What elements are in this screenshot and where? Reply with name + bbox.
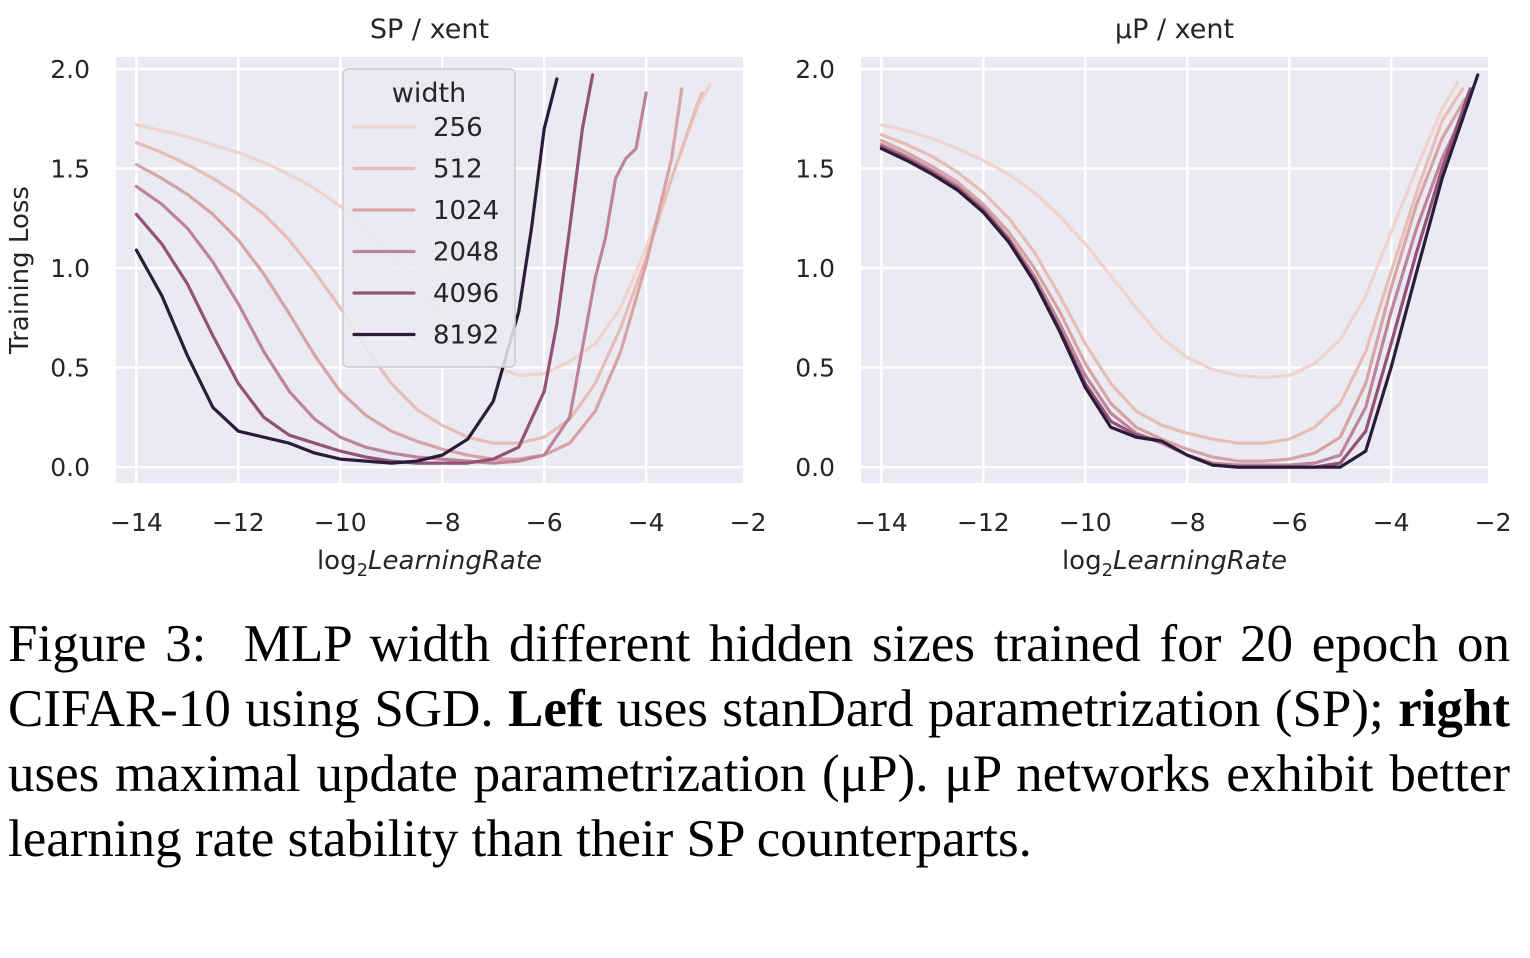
left-y-tick-label: 1.5 — [50, 154, 90, 183]
left-x-tick-label: −6 — [526, 508, 563, 537]
legend-label-512: 512 — [433, 155, 483, 185]
legend-title: width — [392, 78, 466, 109]
right-x-tick-label: −10 — [1059, 508, 1112, 537]
right-x-axis-label: log2LearningRate — [1062, 546, 1287, 581]
right-tick-labels: −14 −12 −10 −8 −6 −4 −2 0.0 0.5 1.0 1.5 2.0 — [795, 55, 1511, 537]
right-x-tick-label: −4 — [1373, 508, 1410, 537]
figure-panels: −14 −12 −10 −8 −6 −4 −2 0.0 0.5 1.0 1.5 2.0 SP / xe… — [5, 14, 1512, 581]
right-x-tick-label: −12 — [957, 508, 1010, 537]
left-x-tick-label: −14 — [110, 508, 163, 537]
right-series-line-512 — [879, 87, 1465, 445]
left-x-tick-label: −12 — [212, 508, 265, 537]
right-y-tick-label: 2.0 — [795, 55, 835, 84]
right-x-tick-label: −6 — [1271, 508, 1308, 537]
legend-label-1024: 1024 — [433, 196, 499, 226]
right-series-line-256 — [879, 81, 1459, 380]
left-x-axis-label-log: log — [317, 546, 357, 576]
legend-items: 256 512 1024 2048 4096 8192 — [352, 113, 499, 351]
left-chart-panel: −14 −12 −10 −8 −6 −4 −2 0.0 0.5 1.0 1.5 2.0 SP / xe… — [5, 14, 767, 581]
caption-bold-right: right — [1398, 680, 1511, 738]
legend-label-8192: 8192 — [433, 321, 499, 351]
left-x-axis-label: log2LearningRate — [317, 546, 542, 581]
left-series-line-8192 — [134, 77, 559, 465]
right-series-line-8192 — [879, 73, 1480, 469]
right-series-line-1024 — [879, 97, 1467, 463]
legend: width 256 512 1024 2048 4096 8192 — [342, 68, 516, 368]
right-grid — [861, 57, 1488, 483]
left-x-axis-label-base: 2 — [357, 560, 368, 581]
right-x-tick-label: −14 — [855, 508, 908, 537]
caption-text-1: MLP width different hidden sizes trained… — [8, 615, 1511, 738]
left-chart-title: SP / xent — [370, 14, 489, 45]
right-y-tick-label: 0.0 — [795, 453, 835, 482]
right-x-tick-label: −8 — [1169, 508, 1206, 537]
left-y-axis-label: Training Loss — [5, 186, 35, 355]
right-plot-background — [861, 57, 1488, 483]
left-y-tick-label: 2.0 — [50, 55, 90, 84]
legend-label-2048: 2048 — [433, 238, 499, 268]
figure-caption: Figure 3: MLP width different hidden siz… — [8, 612, 1510, 872]
left-tick-labels: −14 −12 −10 −8 −6 −4 −2 0.0 0.5 1.0 1.5 2.0 — [50, 55, 766, 537]
caption-bold-left: Left — [508, 680, 603, 738]
left-y-tick-label: 0.5 — [50, 354, 90, 383]
right-x-axis-label-log: log — [1062, 546, 1102, 576]
right-y-tick-label: 0.5 — [795, 354, 835, 383]
left-y-tick-label: 0.0 — [50, 453, 90, 482]
left-series-line-4096 — [134, 73, 595, 465]
caption-text-2: uses stan­Dard parametrization (SP); — [616, 680, 1384, 738]
right-y-tick-label: 1.5 — [795, 154, 835, 183]
right-chart-panel: −14 −12 −10 −8 −6 −4 −2 0.0 0.5 1.0 1.5 2.0 μP / xe… — [795, 14, 1511, 581]
right-chart-title: μP / xent — [1115, 14, 1234, 45]
right-x-axis-label-variable: LearningRate — [1113, 546, 1287, 576]
right-x-axis-label-base: 2 — [1102, 560, 1113, 581]
right-x-tick-label: −2 — [1475, 508, 1512, 537]
right-series-lines — [879, 73, 1480, 469]
left-x-tick-label: −4 — [628, 508, 665, 537]
left-series-line-512 — [134, 91, 704, 445]
legend-label-4096: 4096 — [433, 279, 499, 309]
right-y-tick-label: 1.0 — [795, 254, 835, 283]
caption-text-3: uses maximal update parametrization (μP)… — [8, 745, 1510, 868]
caption-label: Figure 3: — [8, 615, 207, 673]
left-x-tick-label: −8 — [424, 508, 461, 537]
left-x-tick-label: −2 — [730, 508, 767, 537]
left-series-line-1024 — [134, 87, 684, 461]
left-y-tick-label: 1.0 — [50, 254, 90, 283]
legend-label-256: 256 — [433, 113, 483, 143]
left-x-axis-label-variable: LearningRate — [368, 546, 542, 576]
left-x-tick-label: −10 — [314, 508, 367, 537]
